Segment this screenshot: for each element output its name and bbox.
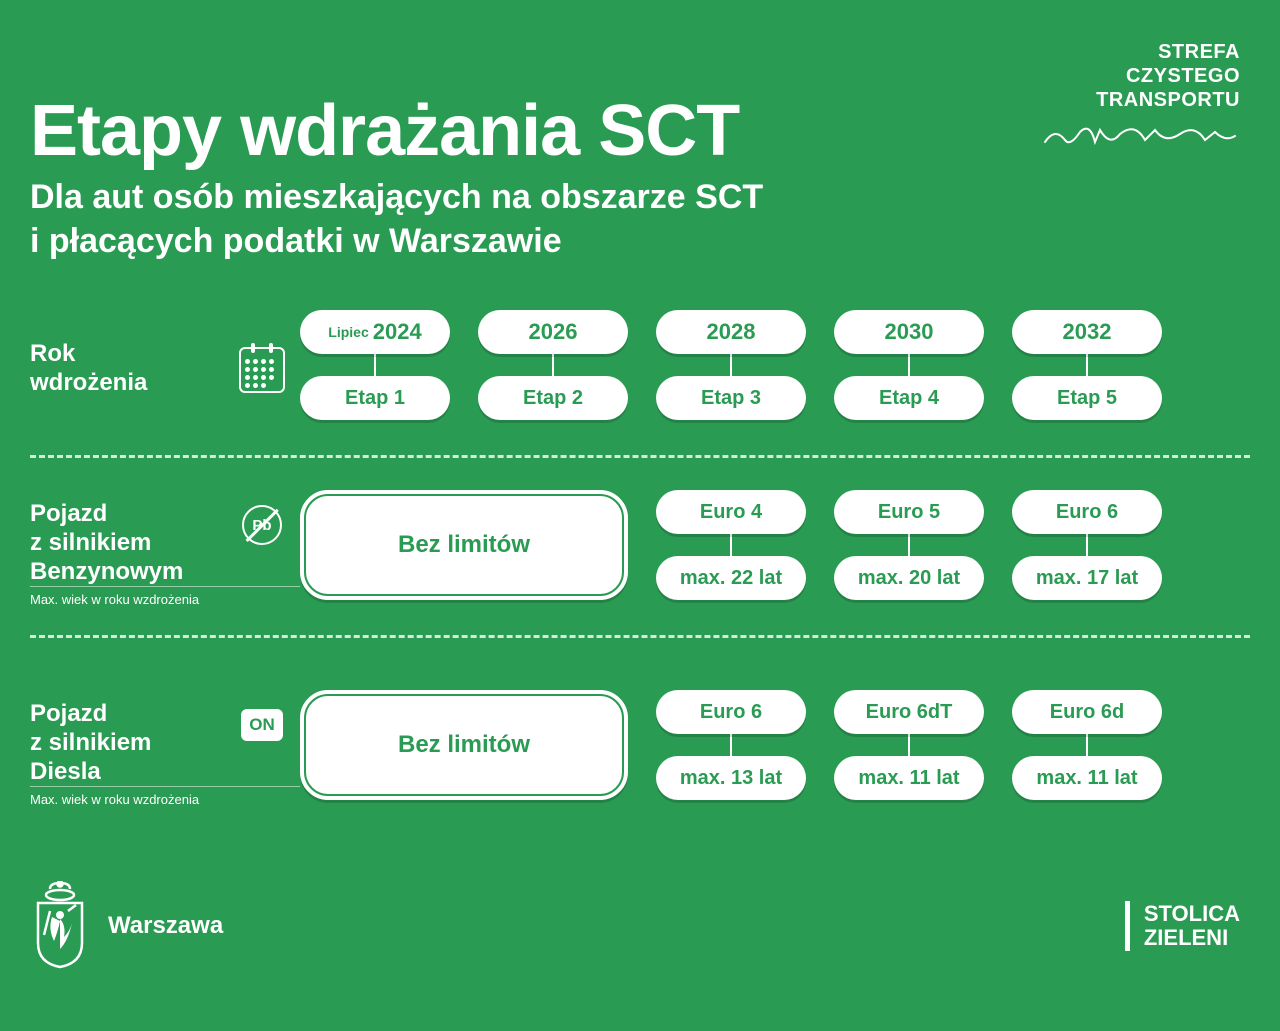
row-diesel-sublabel: Max. wiek w roku wzdrożenia bbox=[30, 792, 220, 808]
maxage-pill: max. 22 lat bbox=[656, 556, 806, 600]
euro-pill: Euro 6d bbox=[1012, 690, 1162, 734]
maxage-pill: max. 20 lat bbox=[834, 556, 984, 600]
subtitle-line2: i płacących podatki w Warszawie bbox=[30, 219, 763, 263]
page-title: Etapy wdrażania SCT bbox=[30, 90, 739, 172]
page-subtitle: Dla aut osób mieszkających na obszarze S… bbox=[30, 175, 763, 263]
vehicle-stage-col: Euro 6dT max. 11 lat bbox=[834, 690, 984, 800]
row-year-label: Rok wdrożenia bbox=[30, 340, 220, 398]
stage-col-1: 2026 Etap 2 bbox=[478, 310, 628, 420]
divider-2 bbox=[30, 635, 1250, 638]
etap-pill: Etap 1 bbox=[300, 376, 450, 420]
euro-pill: Euro 6 bbox=[1012, 490, 1162, 534]
vehicle-stage-col: Euro 5 max. 20 lat bbox=[834, 490, 984, 600]
year-pill: 2030 bbox=[834, 310, 984, 354]
year-pill: Lipiec2024 bbox=[300, 310, 450, 354]
maxage-pill: max. 17 lat bbox=[1012, 556, 1162, 600]
etap-pill: Etap 3 bbox=[656, 376, 806, 420]
euro-pill: Euro 5 bbox=[834, 490, 984, 534]
hairline-diesel bbox=[30, 786, 300, 787]
row-diesel-label: Pojazd z silnikiem Diesla Max. wiek w ro… bbox=[30, 700, 220, 808]
footer-city: Warszawa bbox=[108, 912, 223, 940]
year-pill: 2032 bbox=[1012, 310, 1162, 354]
footer-right-bar bbox=[1125, 901, 1130, 951]
year-pill: 2026 bbox=[478, 310, 628, 354]
etap-pill: Etap 5 bbox=[1012, 376, 1162, 420]
euro-pill: Euro 6 bbox=[656, 690, 806, 734]
maxage-pill: max. 11 lat bbox=[834, 756, 984, 800]
hairline-petrol bbox=[30, 586, 300, 587]
etap-pill: Etap 4 bbox=[834, 376, 984, 420]
stage-col-3: 2030 Etap 4 bbox=[834, 310, 984, 420]
stage-col-2: 2028 Etap 3 bbox=[656, 310, 806, 420]
brand-line1: STREFA bbox=[1040, 40, 1240, 64]
vehicle-stage-col: Euro 6 max. 13 lat bbox=[656, 690, 806, 800]
subtitle-line1: Dla aut osób mieszkających na obszarze S… bbox=[30, 175, 763, 219]
euro-pill: Euro 4 bbox=[656, 490, 806, 534]
vehicle-stage-col: Euro 4 max. 22 lat bbox=[656, 490, 806, 600]
row-petrol: Pojazd z silnikiem Benzynowym Max. wiek … bbox=[30, 480, 1250, 655]
row-diesel: Pojazd z silnikiem Diesla Max. wiek w ro… bbox=[30, 680, 1250, 855]
euro-pill: Euro 6dT bbox=[834, 690, 984, 734]
maxage-pill: max. 13 lat bbox=[656, 756, 806, 800]
stage-col-0: Lipiec2024 Etap 1 bbox=[300, 310, 450, 420]
footer-right: STOLICA ZIELENI bbox=[1125, 901, 1240, 951]
on-icon: ON bbox=[237, 700, 287, 750]
vehicle-stage-col: Euro 6 max. 17 lat bbox=[1012, 490, 1162, 600]
vehicle-stage-col: Euro 6d max. 11 lat bbox=[1012, 690, 1162, 800]
brand-line3: TRANSPORTU bbox=[1040, 88, 1240, 112]
calendar-icon bbox=[237, 345, 287, 395]
divider-1 bbox=[30, 455, 1250, 458]
pb-icon: Pb bbox=[237, 500, 287, 550]
no-limits-petrol: Bez limitów bbox=[300, 490, 628, 600]
year-pill: 2028 bbox=[656, 310, 806, 354]
no-limits-diesel: Bez limitów bbox=[300, 690, 628, 800]
brand-corner: STREFA CZYSTEGO TRANSPORTU bbox=[1040, 40, 1240, 157]
row-year: Rok wdrożenia Lipiec2024 Etap 1 2026 Etap 2… bbox=[30, 300, 1250, 455]
stage-col-4: 2032 Etap 5 bbox=[1012, 310, 1162, 420]
footer-tagline: STOLICA ZIELENI bbox=[1144, 902, 1240, 950]
warsaw-crest-icon bbox=[30, 881, 90, 971]
rows-container: Rok wdrożenia Lipiec2024 Etap 1 2026 Etap 2… bbox=[30, 300, 1250, 805]
footer-left: Warszawa bbox=[30, 881, 223, 971]
brand-line2: CZYSTEGO bbox=[1040, 64, 1240, 88]
etap-pill: Etap 2 bbox=[478, 376, 628, 420]
signature bbox=[1040, 122, 1240, 157]
row-petrol-label: Pojazd z silnikiem Benzynowym Max. wiek … bbox=[30, 500, 220, 608]
row-petrol-sublabel: Max. wiek w roku wzdrożenia bbox=[30, 592, 220, 608]
maxage-pill: max. 11 lat bbox=[1012, 756, 1162, 800]
